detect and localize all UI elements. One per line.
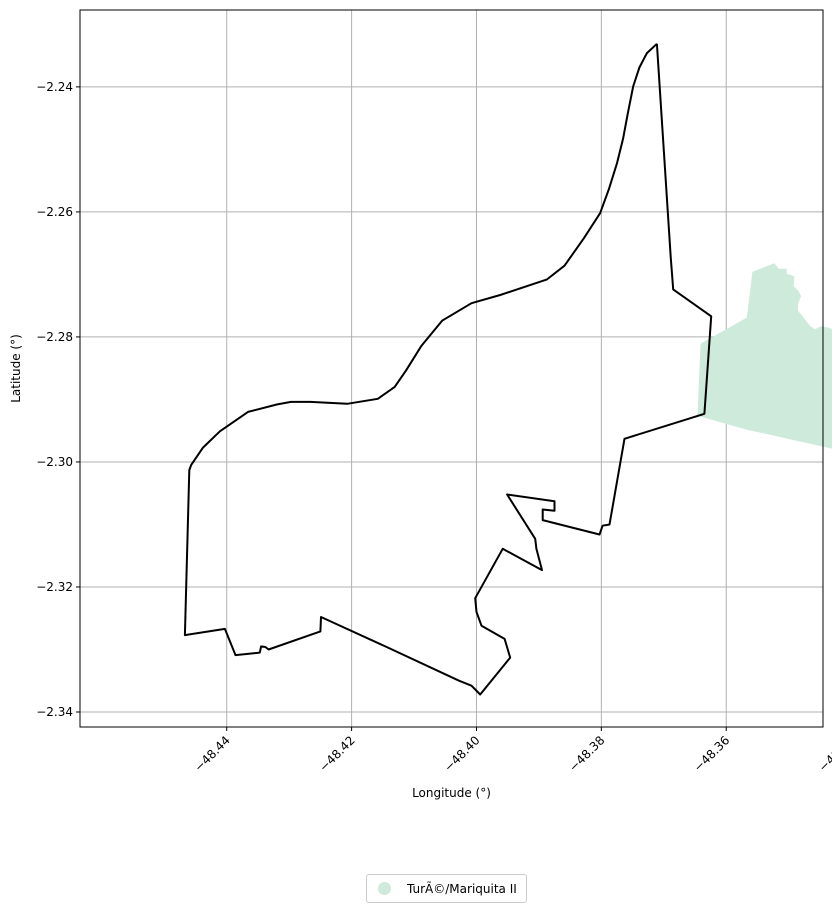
x-tick-label: −48.42 — [316, 733, 357, 774]
x-axis-ticks: −48.44 −48.42 −48.40 −48.38 −48.36 −48.34 — [192, 727, 832, 775]
y-axis-ticks: −2.24 −2.26 −2.28 −2.30 −2.32 −2.34 — [36, 80, 80, 719]
y-tick-label: −2.26 — [36, 205, 73, 219]
legend-marker-icon — [378, 882, 391, 895]
municipality-boundary — [183, 43, 713, 696]
y-tick-label: −2.34 — [36, 705, 73, 719]
plot-frame — [79, 9, 824, 728]
y-axis-label: Latitude (°) — [9, 334, 23, 403]
boundary-line — [183, 43, 713, 696]
area-polygon — [697, 263, 832, 449]
legend: TurÃ©/Mariquita II — [366, 874, 527, 903]
x-tick-label: −48.44 — [192, 733, 233, 774]
x-tick-label: −48.40 — [441, 733, 482, 774]
x-axis-label: Longitude (°) — [412, 786, 491, 800]
y-tick-label: −2.24 — [36, 80, 73, 94]
x-tick-label: −48.38 — [566, 733, 607, 774]
x-tick-label: −48.34 — [816, 733, 832, 774]
y-tick-label: −2.32 — [36, 580, 73, 594]
y-tick-label: −2.28 — [36, 330, 73, 344]
protected-area-fill — [697, 263, 832, 449]
x-tick-label: −48.36 — [691, 733, 732, 774]
legend-label: TurÃ©/Mariquita II — [407, 881, 517, 896]
y-tick-label: −2.30 — [36, 455, 73, 469]
